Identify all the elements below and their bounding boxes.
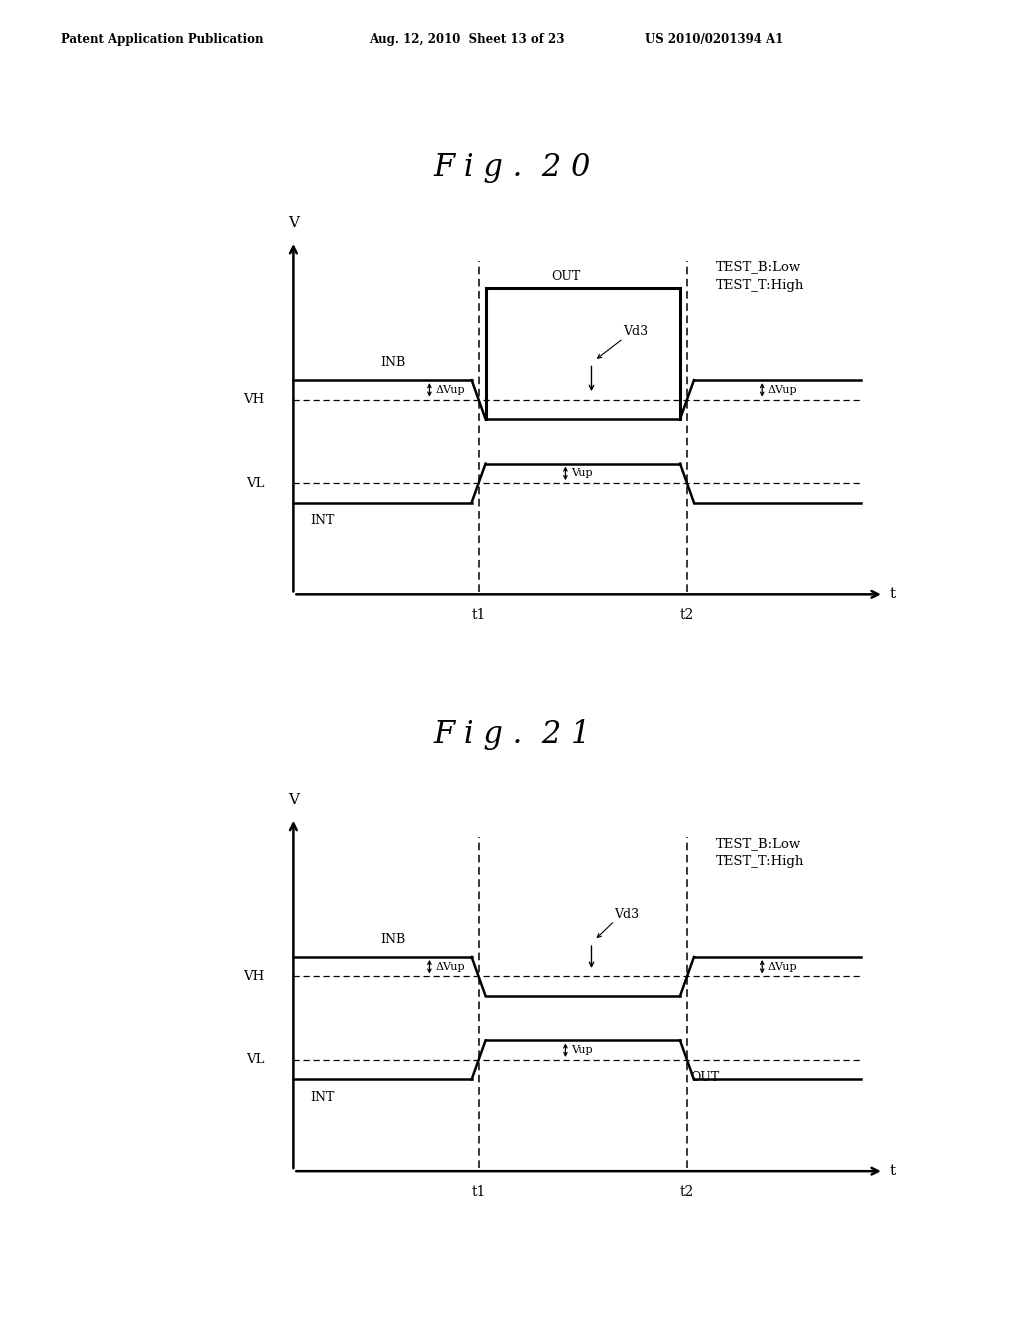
Text: Vup: Vup xyxy=(571,469,593,478)
Text: OUT: OUT xyxy=(551,269,580,282)
Text: t: t xyxy=(890,587,896,602)
Text: Vup: Vup xyxy=(571,1045,593,1055)
Text: t2: t2 xyxy=(680,1185,694,1199)
Text: TEST_B:Low
TEST_T:High: TEST_B:Low TEST_T:High xyxy=(716,260,804,292)
Text: t1: t1 xyxy=(471,1185,485,1199)
Text: t1: t1 xyxy=(471,609,485,622)
Text: VH: VH xyxy=(244,970,264,983)
Text: t: t xyxy=(890,1164,896,1179)
Text: US 2010/0201394 A1: US 2010/0201394 A1 xyxy=(645,33,783,46)
Text: OUT: OUT xyxy=(690,1071,719,1084)
Text: INB: INB xyxy=(380,356,406,370)
Text: INB: INB xyxy=(380,933,406,946)
Text: Vd3: Vd3 xyxy=(614,908,640,921)
Text: VH: VH xyxy=(244,393,264,407)
Text: Patent Application Publication: Patent Application Publication xyxy=(61,33,264,46)
Text: TEST_B:Low
TEST_T:High: TEST_B:Low TEST_T:High xyxy=(716,837,804,869)
Text: VL: VL xyxy=(246,477,264,490)
Text: t2: t2 xyxy=(680,609,694,622)
Text: INT: INT xyxy=(310,513,335,527)
Text: V: V xyxy=(288,793,299,807)
Text: F i g .  2 1: F i g . 2 1 xyxy=(433,719,591,750)
Text: INT: INT xyxy=(310,1090,335,1104)
Text: ΔVup: ΔVup xyxy=(435,385,465,395)
Text: ΔVup: ΔVup xyxy=(768,962,798,972)
Text: VL: VL xyxy=(246,1053,264,1067)
Text: ΔVup: ΔVup xyxy=(435,962,465,972)
Text: Aug. 12, 2010  Sheet 13 of 23: Aug. 12, 2010 Sheet 13 of 23 xyxy=(369,33,564,46)
Text: F i g .  2 0: F i g . 2 0 xyxy=(433,152,591,182)
Text: V: V xyxy=(288,216,299,230)
Text: ΔVup: ΔVup xyxy=(768,385,798,395)
Text: Vd3: Vd3 xyxy=(624,326,648,338)
